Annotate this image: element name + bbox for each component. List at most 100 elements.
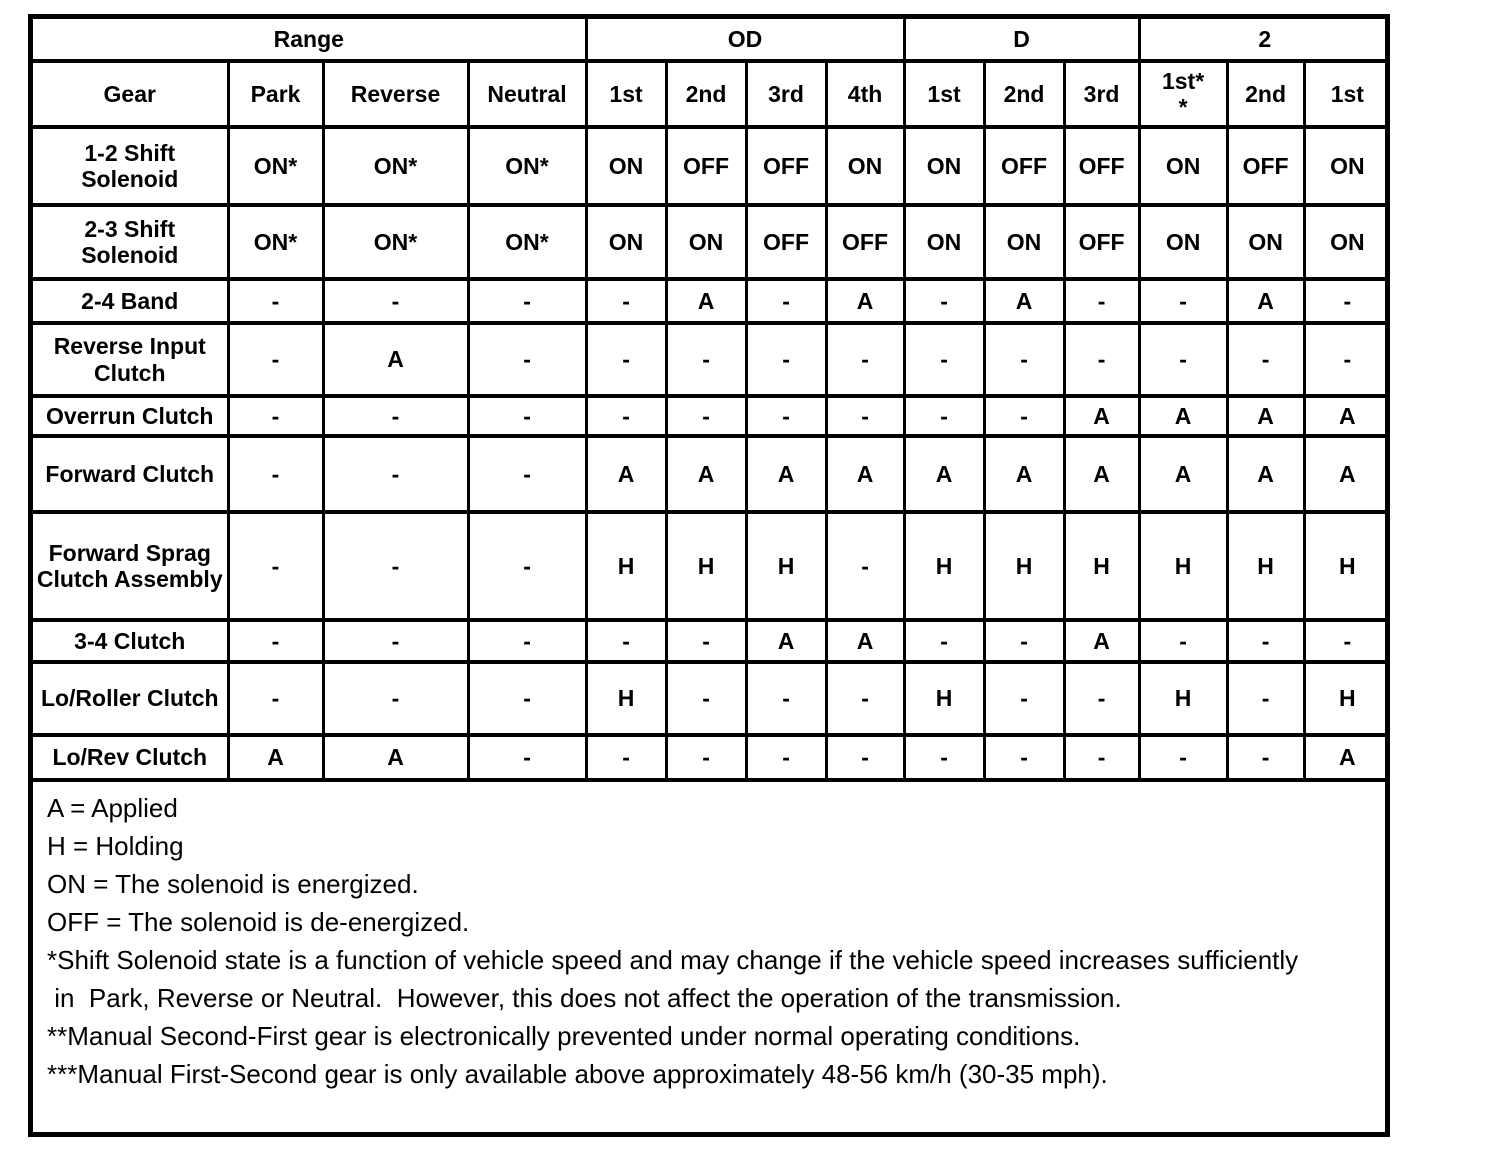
col-header-d-2nd: 2nd — [982, 59, 1066, 129]
cell: ON — [982, 203, 1066, 281]
cell: - — [584, 733, 668, 782]
row-label: Overrun Clutch — [33, 394, 230, 438]
cell: - — [1137, 321, 1229, 398]
row-label: 2-3 Shift Solenoid — [33, 203, 230, 281]
cell: A — [744, 434, 828, 514]
cell: - — [982, 321, 1066, 398]
cell: - — [902, 394, 986, 438]
cell: H — [1225, 510, 1306, 622]
cell: A — [584, 434, 668, 514]
col-header-od-4th: 4th — [824, 59, 906, 129]
solenoid-apply-table: Range OD D 2 Gear Park Reverse Neutral 1… — [33, 19, 1385, 782]
cell: - — [226, 277, 325, 325]
range-header-row: Range OD D 2 — [33, 19, 1385, 63]
cell: A — [982, 434, 1066, 514]
row-label: Forward Clutch — [33, 434, 230, 514]
cell: H — [584, 660, 668, 737]
cell: ON — [1302, 203, 1385, 281]
cell: H — [1302, 660, 1385, 737]
cell: - — [584, 394, 668, 438]
legend-notes: A = Applied H = Holding ON = The solenoi… — [33, 782, 1385, 1093]
col-header-park: Park — [226, 59, 325, 129]
cell: - — [744, 660, 828, 737]
cell: - — [1137, 733, 1229, 782]
cell: - — [664, 321, 748, 398]
cell: - — [902, 618, 986, 664]
cell: A — [664, 277, 748, 325]
cell: ON* — [321, 125, 470, 207]
cell: H — [982, 510, 1066, 622]
cell: A — [321, 733, 470, 782]
cell: - — [824, 660, 906, 737]
manual2-range-header: 2 — [1137, 19, 1385, 63]
cell: - — [226, 660, 325, 737]
cell: - — [466, 660, 588, 737]
cell: - — [982, 660, 1066, 737]
cell: ON — [1225, 203, 1306, 281]
cell: - — [466, 321, 588, 398]
cell: A — [1062, 434, 1141, 514]
table-row: 3-4 Clutch - - - - - A A - - A - - - — [33, 618, 1385, 664]
cell: - — [902, 733, 986, 782]
cell: ON — [902, 203, 986, 281]
cell: ON — [664, 203, 748, 281]
cell: - — [321, 510, 470, 622]
cell: - — [1062, 660, 1141, 737]
col-header-neutral: Neutral — [466, 59, 588, 129]
cell: A — [1137, 394, 1229, 438]
cell: A — [824, 277, 906, 325]
cell: ON — [824, 125, 906, 207]
cell: A — [824, 434, 906, 514]
row-label: 2-4 Band — [33, 277, 230, 325]
cell: OFF — [744, 203, 828, 281]
cell: - — [584, 618, 668, 664]
table-row: Overrun Clutch - - - - - - - - - A A A A — [33, 394, 1385, 438]
cell: ON — [1302, 125, 1385, 207]
cell: - — [466, 434, 588, 514]
cell: - — [824, 394, 906, 438]
cell: - — [664, 394, 748, 438]
cell: - — [466, 394, 588, 438]
cell: ON* — [466, 125, 588, 207]
cell: - — [226, 394, 325, 438]
cell: - — [226, 618, 325, 664]
cell: H — [664, 510, 748, 622]
cell: A — [1062, 394, 1141, 438]
cell: - — [1302, 321, 1385, 398]
cell: - — [744, 321, 828, 398]
cell: ON — [584, 125, 668, 207]
table-row: Lo/Roller Clutch - - - H - - - H - - H -… — [33, 660, 1385, 737]
gear-header-row: Gear Park Reverse Neutral 1st 2nd 3rd 4t… — [33, 59, 1385, 129]
cell: - — [902, 321, 986, 398]
cell: OFF — [744, 125, 828, 207]
cell: H — [1137, 510, 1229, 622]
table-row: 1-2 Shift Solenoid ON* ON* ON* ON OFF OF… — [33, 125, 1385, 207]
cell: - — [824, 321, 906, 398]
cell: - — [664, 733, 748, 782]
table-row: 2-3 Shift Solenoid ON* ON* ON* ON ON OFF… — [33, 203, 1385, 281]
cell: ON — [902, 125, 986, 207]
cell: A — [1302, 394, 1385, 438]
note-asterisk: *Shift Solenoid state is a function of v… — [47, 945, 1299, 1013]
cell: - — [982, 618, 1066, 664]
cell: - — [466, 618, 588, 664]
cell: A — [1225, 277, 1306, 325]
table-row: Forward Clutch - - - A A A A A A A A A A — [33, 434, 1385, 514]
range-header: Range — [33, 19, 588, 63]
col-header-od-3rd: 3rd — [744, 59, 828, 129]
cell: ON — [584, 203, 668, 281]
table-row: Lo/Rev Clutch A A - - - - - - - - - - A — [33, 733, 1385, 782]
cell: A — [1302, 434, 1385, 514]
cell: A — [226, 733, 325, 782]
note-applied: A = Applied — [47, 793, 178, 823]
cell: OFF — [1062, 125, 1141, 207]
note-off: OFF = The solenoid is de-energized. — [47, 907, 470, 937]
cell: H — [902, 510, 986, 622]
cell: H — [1062, 510, 1141, 622]
cell: H — [744, 510, 828, 622]
col-header-d-3rd: 3rd — [1062, 59, 1141, 129]
cell: ON* — [226, 125, 325, 207]
cell: - — [321, 277, 470, 325]
row-label: Lo/Roller Clutch — [33, 660, 230, 737]
cell: - — [982, 733, 1066, 782]
